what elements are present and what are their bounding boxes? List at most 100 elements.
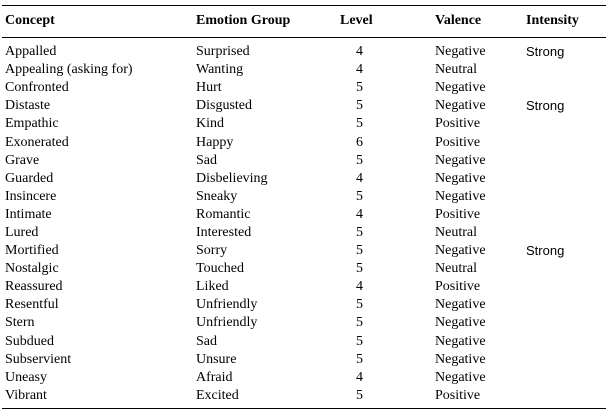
table-row: Confronted Hurt 5 Negative (0, 79, 599, 97)
cell-level: 5 (356, 80, 363, 96)
cell-emotion-group: Excited (196, 387, 239, 403)
cell-intensity (522, 278, 599, 296)
cell-valence: Positive (435, 206, 481, 222)
cell-valence: Positive (435, 116, 481, 132)
cell-level: 5 (356, 243, 363, 259)
cell-intensity (522, 351, 599, 369)
cell-intensity (522, 152, 599, 170)
cell-emotion-group: Romantic (196, 206, 251, 222)
header-level: Level (340, 13, 373, 28)
cell-valence: Negative (435, 188, 486, 204)
table-row: Appealing (asking for) Wanting 4 Neutral (0, 61, 599, 79)
cell-emotion-group: Unsure (196, 351, 237, 367)
table-row: Stern Unfriendly 5 Negative (0, 314, 599, 332)
table-row: Insincere Sneaky 5 Negative (0, 188, 599, 206)
cell-valence: Neutral (435, 224, 477, 240)
cell-level: 4 (356, 206, 363, 222)
cell-concept: Reassured (5, 279, 63, 295)
cell-concept: Grave (5, 152, 40, 168)
header-emotion-group: Emotion Group (196, 13, 291, 28)
cell-emotion-group: Liked (196, 279, 229, 295)
cell-level: 6 (356, 134, 363, 150)
cell-concept: Confronted (5, 80, 69, 96)
header-valence: Valence (435, 13, 482, 28)
table-row: Mortified Sorry 5 Negative Strong (0, 242, 599, 260)
cell-intensity (522, 133, 599, 151)
cell-intensity (522, 79, 599, 97)
cell-concept: Empathic (5, 116, 59, 132)
cell-level: 5 (356, 261, 363, 277)
cell-valence: Negative (435, 315, 486, 331)
cell-valence: Negative (435, 98, 486, 114)
cell-concept: Stern (5, 315, 35, 331)
cell-emotion-group: Hurt (196, 80, 222, 96)
cell-level: 4 (356, 44, 363, 60)
table-row: Resentful Unfriendly 5 Negative (0, 296, 599, 314)
cell-valence: Negative (435, 297, 486, 313)
cell-concept: Nostalgic (5, 261, 59, 277)
cell-concept: Guarded (5, 170, 54, 186)
table-row: Subservient Unsure 5 Negative (0, 351, 599, 369)
cell-concept: Resentful (5, 297, 59, 313)
table-top-rule (2, 5, 606, 6)
cell-emotion-group: Sad (196, 152, 217, 168)
cell-concept: Subdued (5, 333, 54, 349)
table-row: Vibrant Excited 5 Positive (0, 387, 599, 405)
cell-intensity: Strong (526, 98, 565, 114)
cell-valence: Positive (435, 134, 481, 150)
cell-concept: Lured (5, 224, 39, 240)
cell-level: 5 (356, 98, 363, 114)
cell-valence: Negative (435, 333, 486, 349)
cell-emotion-group: Touched (196, 261, 245, 277)
header-concept: Concept (5, 13, 55, 28)
cell-emotion-group: Afraid (196, 369, 233, 385)
cell-emotion-group: Happy (196, 134, 234, 150)
cell-intensity: Strong (526, 44, 565, 60)
cell-valence: Negative (435, 369, 486, 385)
cell-intensity (522, 224, 599, 242)
table-row: Distaste Disgusted 5 Negative Strong (0, 97, 599, 115)
cell-valence: Neutral (435, 62, 477, 78)
table-row: Nostalgic Touched 5 Neutral (0, 260, 599, 278)
cell-level: 5 (356, 297, 363, 313)
table-header: Concept Emotion Group Level Valence Inte… (0, 5, 599, 37)
cell-concept: Uneasy (5, 369, 47, 385)
cell-emotion-group: Sneaky (196, 188, 238, 204)
cell-concept: Vibrant (5, 387, 47, 403)
cell-valence: Neutral (435, 261, 477, 277)
cell-level: 4 (356, 62, 363, 78)
cell-emotion-group: Surprised (196, 44, 250, 60)
cell-concept: Mortified (5, 243, 59, 259)
table-row: Appalled Surprised 4 Negative Strong (0, 37, 599, 61)
cell-emotion-group: Sorry (196, 243, 228, 259)
cell-level: 5 (356, 152, 363, 168)
cell-intensity: Strong (526, 243, 565, 259)
cell-concept: Exonerated (5, 134, 69, 150)
cell-level: 4 (356, 369, 363, 385)
cell-level: 4 (356, 170, 363, 186)
cell-concept: Appealing (asking for) (5, 62, 133, 78)
cell-valence: Positive (435, 279, 481, 295)
table-row: Reassured Liked 4 Positive (0, 278, 599, 296)
cell-emotion-group: Unfriendly (196, 297, 258, 313)
cell-intensity (522, 115, 599, 133)
table-row: Guarded Disbelieving 4 Negative (0, 170, 599, 188)
cell-valence: Negative (435, 80, 486, 96)
table-header-rule (2, 37, 606, 38)
cell-intensity (522, 260, 599, 278)
cell-intensity (522, 387, 599, 405)
cell-emotion-group: Sad (196, 333, 217, 349)
cell-concept: Insincere (5, 188, 57, 204)
cell-level: 5 (356, 116, 363, 132)
table-body: Appalled Surprised 4 Negative Strong Appealin… (0, 37, 599, 405)
cell-valence: Negative (435, 152, 486, 168)
cell-valence: Negative (435, 170, 486, 186)
table-row: Grave Sad 5 Negative (0, 152, 599, 170)
cell-emotion-group: Kind (196, 116, 224, 132)
cell-emotion-group: Disbelieving (196, 170, 268, 186)
cell-level: 5 (356, 333, 363, 349)
table-row: Subdued Sad 5 Negative (0, 333, 599, 351)
cell-level: 5 (356, 315, 363, 331)
cell-emotion-group: Disgusted (196, 98, 252, 114)
cell-intensity (522, 314, 599, 332)
